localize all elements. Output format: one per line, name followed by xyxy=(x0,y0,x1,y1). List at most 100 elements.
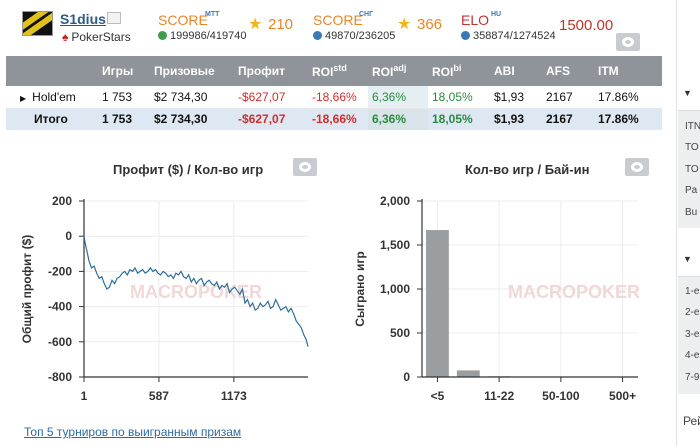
elo-label: ELO xyxy=(461,12,490,28)
total-prizes: $2 734,30 xyxy=(150,108,234,130)
x-tick-label: 1 xyxy=(81,389,88,403)
x-tick-label: 11-22 xyxy=(484,389,514,403)
collapse-arrow-icon[interactable]: ▼ xyxy=(683,88,692,98)
elo-value: 1500.00 xyxy=(559,17,614,34)
sidebar-item[interactable]: TO xyxy=(685,142,699,153)
camera-icon[interactable] xyxy=(616,33,640,51)
y-tick-label: -200 xyxy=(48,264,72,278)
total-roi-std: -18,66% xyxy=(308,108,368,130)
player-header: S1dius ♠ PokerStars SCORE MTT 199986/4197… xyxy=(0,0,664,56)
y-tick-label: -600 xyxy=(48,335,72,349)
sidebar-item[interactable]: 3-e xyxy=(685,329,700,340)
y-tick-label: 0 xyxy=(65,229,72,243)
sidebar-item[interactable]: 7-9 xyxy=(685,372,700,383)
right-sidebar: ▼ ITN TO TO Pa Bu ▼ 1-e 2-e 3-e 4-e 7-9 … xyxy=(676,0,700,446)
x-tick-label: 587 xyxy=(149,389,169,403)
score-mtt-sup: MTT xyxy=(205,11,220,18)
camera-icon[interactable] xyxy=(625,158,649,176)
pokerstars-icon: ♠ xyxy=(62,30,69,44)
col-header-abi[interactable]: ABI xyxy=(490,56,542,86)
x-tick-label: 1173 xyxy=(221,389,247,403)
bar-<5 xyxy=(426,230,449,377)
score-mtt-label: SCORE xyxy=(158,12,208,28)
table-total-row: Итого 1 753 $2 734,30 -$627,07 -18,66% 6… xyxy=(6,108,662,130)
col-header-profit[interactable]: Профит xyxy=(234,56,308,86)
cell-games: 1 753 xyxy=(98,86,150,109)
expand-triangle-icon[interactable]: ▶ xyxy=(20,93,27,103)
bar-5-11 xyxy=(456,370,480,377)
score-sng-sup: СНГ xyxy=(359,11,374,18)
y-tick-label: 0 xyxy=(403,370,410,384)
col-header-games[interactable]: Игры xyxy=(98,56,150,86)
total-profit: -$627,07 xyxy=(234,108,308,130)
cell-profit: -$627,07 xyxy=(234,86,308,109)
camera-icon[interactable] xyxy=(293,158,317,176)
score-sng-value: 366 xyxy=(417,16,443,33)
watermark-logo: MACROPOKER xyxy=(508,282,640,302)
player-avatar[interactable] xyxy=(22,11,53,36)
sidebar-item[interactable]: Pa xyxy=(685,185,698,196)
sidebar-panel xyxy=(678,110,700,228)
cell-prizes: $2 734,30 xyxy=(150,86,234,109)
room-label: PokerStars xyxy=(71,30,131,44)
cell-abi: $1,93 xyxy=(490,86,542,109)
stats-table-header: Игры Призовые Профит ROIstd ROIadj ROIbi… xyxy=(6,56,662,86)
score-sng-rank: 49870/236205 xyxy=(313,30,395,42)
player-nick-link[interactable]: S1dius xyxy=(60,11,106,27)
profit-chart-title: Профит ($) / Кол-во игр xyxy=(113,162,264,177)
y-tick-label: -400 xyxy=(48,300,72,314)
total-abi: $1,93 xyxy=(490,108,542,130)
collapse-arrow-icon[interactable]: ▼ xyxy=(683,254,692,264)
y-tick-label: 500 xyxy=(390,326,410,340)
cell-afs: 2167 xyxy=(542,86,594,109)
sidebar-item[interactable]: 4-e xyxy=(685,350,700,361)
cell-itm: 17.86% xyxy=(594,86,662,109)
x-tick-label: <5 xyxy=(431,389,445,403)
x-tick-label: 50-100 xyxy=(542,389,580,403)
total-afs: 2167 xyxy=(542,108,594,130)
sidebar-item[interactable]: Bu xyxy=(685,207,698,218)
y-tick-label: -800 xyxy=(48,370,72,384)
score-mtt-rank: 199986/419740 xyxy=(158,30,246,42)
award-ribbon-icon xyxy=(461,31,470,40)
y-tick-label: 1,000 xyxy=(380,282,410,296)
y-tick-label: 1,500 xyxy=(380,238,410,252)
sidebar-item[interactable]: 2-e xyxy=(685,307,700,318)
y-tick-label: 200 xyxy=(52,194,72,208)
sidebar-item[interactable]: TO xyxy=(685,164,699,175)
profit-series-line xyxy=(83,236,309,347)
cell-roi-adj: 6,36% xyxy=(368,86,428,109)
col-header-roi-std[interactable]: ROIstd xyxy=(308,56,368,86)
score-sng-label: SCORE xyxy=(313,12,363,28)
col-header-type[interactable] xyxy=(6,56,98,86)
buyin-chart-title: Кол-во игр / Бай-ин xyxy=(465,162,590,177)
col-header-prizes[interactable]: Призовые xyxy=(150,56,234,86)
cell-roi-bi: 18,05% xyxy=(428,86,490,109)
row-type[interactable]: ▶ Hold'em xyxy=(6,86,98,109)
y-axis-label: Общий профит ($) xyxy=(20,235,34,344)
award-ribbon-icon xyxy=(313,31,322,40)
charts-canvas: 200 0 -200 -400 -600 -800 1 587 1173 Общий профит… xyxy=(20,194,640,403)
total-games: 1 753 xyxy=(98,108,150,130)
stats-table: Игры Призовые Профит ROIstd ROIadj ROIbi… xyxy=(6,56,662,130)
table-row[interactable]: ▶ Hold'em 1 753 $2 734,30 -$627,07 -18,66… xyxy=(6,86,662,109)
col-header-itm[interactable]: ITM xyxy=(594,56,662,86)
cell-roi-std: -18,66% xyxy=(308,86,368,109)
total-roi-adj: 6,36% xyxy=(368,108,428,130)
star-icon: ★ xyxy=(248,16,263,33)
col-header-afs[interactable]: AFS xyxy=(542,56,594,86)
sidebar-bottom-label: Рей xyxy=(683,414,700,428)
col-header-roi-adj[interactable]: ROIadj xyxy=(368,56,428,86)
top5-tournaments-link[interactable]: Топ 5 турниров по выигранным призам xyxy=(24,425,242,439)
watermark-logo: MACROPOKER xyxy=(130,282,262,302)
total-label: Итого xyxy=(6,108,98,130)
score-mtt-value: 210 xyxy=(268,16,294,33)
y-tick-label: 2,000 xyxy=(380,194,410,208)
sidebar-item[interactable]: 1-e xyxy=(685,286,700,297)
sidebar-item[interactable]: ITN xyxy=(685,121,700,132)
total-itm: 17.86% xyxy=(594,108,662,130)
copy-icon[interactable] xyxy=(107,12,121,24)
player-room: ♠ PokerStars xyxy=(62,30,131,44)
y-axis-label: Сыграно игр xyxy=(353,251,367,327)
col-header-roi-bi[interactable]: ROIbi xyxy=(428,56,490,86)
